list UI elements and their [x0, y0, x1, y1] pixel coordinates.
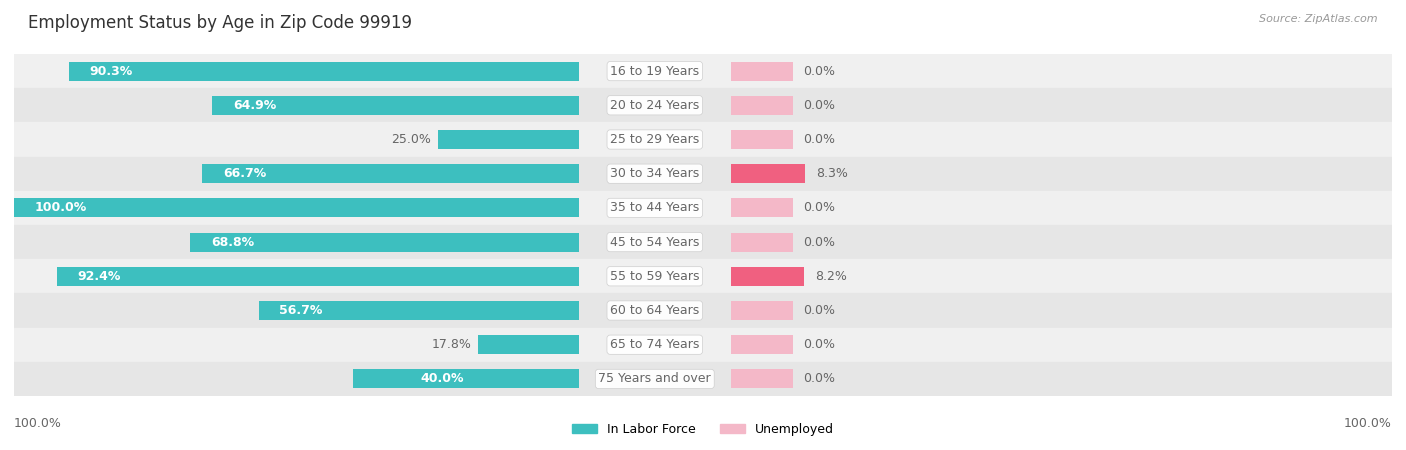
Bar [731, 267, 804, 286]
Text: 64.9%: 64.9% [233, 99, 276, 112]
Bar [58, 267, 579, 286]
Text: 0.0%: 0.0% [804, 133, 835, 146]
Bar [731, 335, 793, 354]
Legend: In Labor Force, Unemployed: In Labor Force, Unemployed [567, 418, 839, 441]
Text: Employment Status by Age in Zip Code 99919: Employment Status by Age in Zip Code 999… [28, 14, 412, 32]
Text: Source: ZipAtlas.com: Source: ZipAtlas.com [1260, 14, 1378, 23]
Bar [14, 191, 1392, 225]
Text: 90.3%: 90.3% [90, 65, 132, 77]
Text: 8.3%: 8.3% [815, 167, 848, 180]
Bar [14, 293, 1392, 328]
Bar [69, 62, 579, 81]
Bar [14, 88, 1392, 122]
Text: 65 to 74 Years: 65 to 74 Years [610, 338, 699, 351]
Text: 55 to 59 Years: 55 to 59 Years [610, 270, 700, 283]
Text: 45 to 54 Years: 45 to 54 Years [610, 236, 699, 248]
Bar [14, 259, 1392, 293]
Bar [731, 301, 793, 320]
Text: 0.0%: 0.0% [804, 304, 835, 317]
Text: 60 to 64 Years: 60 to 64 Years [610, 304, 699, 317]
Bar [731, 369, 793, 388]
Bar [259, 301, 579, 320]
Bar [731, 233, 793, 252]
Bar [14, 362, 1392, 396]
Text: 8.2%: 8.2% [815, 270, 846, 283]
Bar [14, 54, 1392, 88]
Text: 0.0%: 0.0% [804, 338, 835, 351]
Text: 68.8%: 68.8% [211, 236, 254, 248]
Text: 25.0%: 25.0% [391, 133, 430, 146]
Text: 100.0%: 100.0% [35, 202, 87, 214]
Bar [14, 157, 1392, 191]
Text: 92.4%: 92.4% [77, 270, 121, 283]
Bar [353, 369, 579, 388]
Bar [14, 225, 1392, 259]
Text: 0.0%: 0.0% [804, 65, 835, 77]
Text: 100.0%: 100.0% [14, 417, 62, 429]
Text: 17.8%: 17.8% [432, 338, 471, 351]
Text: 66.7%: 66.7% [222, 167, 266, 180]
Bar [731, 62, 793, 81]
Text: 100.0%: 100.0% [1344, 417, 1392, 429]
Bar [14, 122, 1392, 157]
Bar [14, 328, 1392, 362]
Bar [202, 164, 579, 183]
Bar [731, 130, 793, 149]
Text: 75 Years and over: 75 Years and over [599, 373, 711, 385]
Bar [731, 198, 793, 217]
Text: 35 to 44 Years: 35 to 44 Years [610, 202, 699, 214]
Text: 30 to 34 Years: 30 to 34 Years [610, 167, 699, 180]
Text: 25 to 29 Years: 25 to 29 Years [610, 133, 699, 146]
Bar [190, 233, 579, 252]
Text: 0.0%: 0.0% [804, 373, 835, 385]
Text: 20 to 24 Years: 20 to 24 Years [610, 99, 699, 112]
Bar [731, 96, 793, 115]
Bar [14, 198, 579, 217]
Text: 0.0%: 0.0% [804, 99, 835, 112]
Text: 0.0%: 0.0% [804, 202, 835, 214]
Bar [437, 130, 579, 149]
Bar [212, 96, 579, 115]
Bar [731, 164, 804, 183]
Text: 56.7%: 56.7% [280, 304, 323, 317]
Text: 0.0%: 0.0% [804, 236, 835, 248]
Bar [478, 335, 579, 354]
Text: 40.0%: 40.0% [420, 373, 464, 385]
Text: 16 to 19 Years: 16 to 19 Years [610, 65, 699, 77]
